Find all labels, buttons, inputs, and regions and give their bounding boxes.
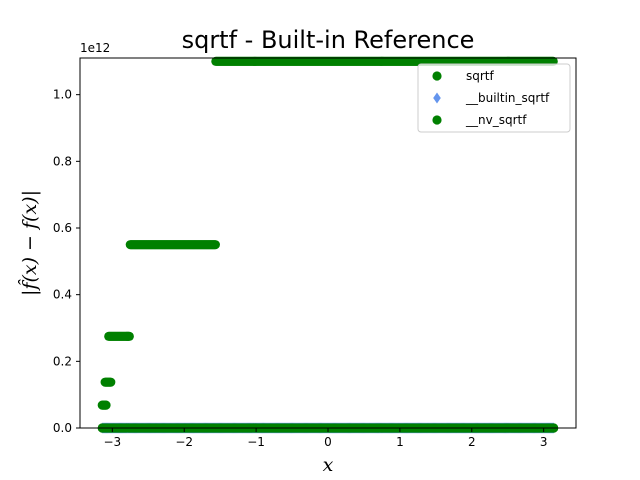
legend-marker xyxy=(432,71,442,81)
y-tick-label: 0.2 xyxy=(53,354,72,368)
legend-marker xyxy=(433,92,441,104)
legend: sqrtf __builtin_sqrtf __nv_sqrtf xyxy=(417,63,571,133)
y-offset-text: 1e12 xyxy=(80,41,110,55)
x-tick-label: −1 xyxy=(247,435,265,449)
legend-marker xyxy=(432,115,442,125)
x-tick-label: 3 xyxy=(540,435,548,449)
legend-label: __builtin_sqrtf xyxy=(465,91,550,105)
legend-item: __nv_sqrtf xyxy=(432,113,527,127)
data-point xyxy=(124,331,134,341)
legend-item: sqrtf xyxy=(432,69,495,83)
legend-box xyxy=(417,63,571,133)
chart-title: sqrtf - Built-in Reference xyxy=(182,26,475,54)
legend-label: __nv_sqrtf xyxy=(465,113,527,127)
data-point xyxy=(106,377,116,387)
y-axis-ticks: 0.0 0.2 0.4 0.6 0.8 1.0 xyxy=(53,88,80,435)
x-tick-label: 2 xyxy=(468,435,476,449)
x-axis-ticks: −3 −2 −1 0 1 2 3 xyxy=(103,428,547,449)
y-tick-label: 0.0 xyxy=(53,421,72,435)
x-tick-label: −3 xyxy=(103,435,121,449)
y-tick-label: 0.8 xyxy=(53,154,72,168)
legend-item: __builtin_sqrtf xyxy=(433,91,550,105)
x-axis-label: x xyxy=(323,454,334,476)
y-tick-label: 1.0 xyxy=(53,88,72,102)
data-point xyxy=(210,240,220,250)
data-point xyxy=(101,400,111,410)
x-tick-label: 0 xyxy=(324,435,332,449)
y-tick-label: 0.6 xyxy=(53,221,72,235)
x-tick-label: −2 xyxy=(175,435,193,449)
y-tick-label: 0.4 xyxy=(53,288,72,302)
legend-label: sqrtf xyxy=(466,69,495,83)
y-axis-label: |f̂(x) − f(x)| xyxy=(18,190,41,296)
x-tick-label: 1 xyxy=(396,435,404,449)
